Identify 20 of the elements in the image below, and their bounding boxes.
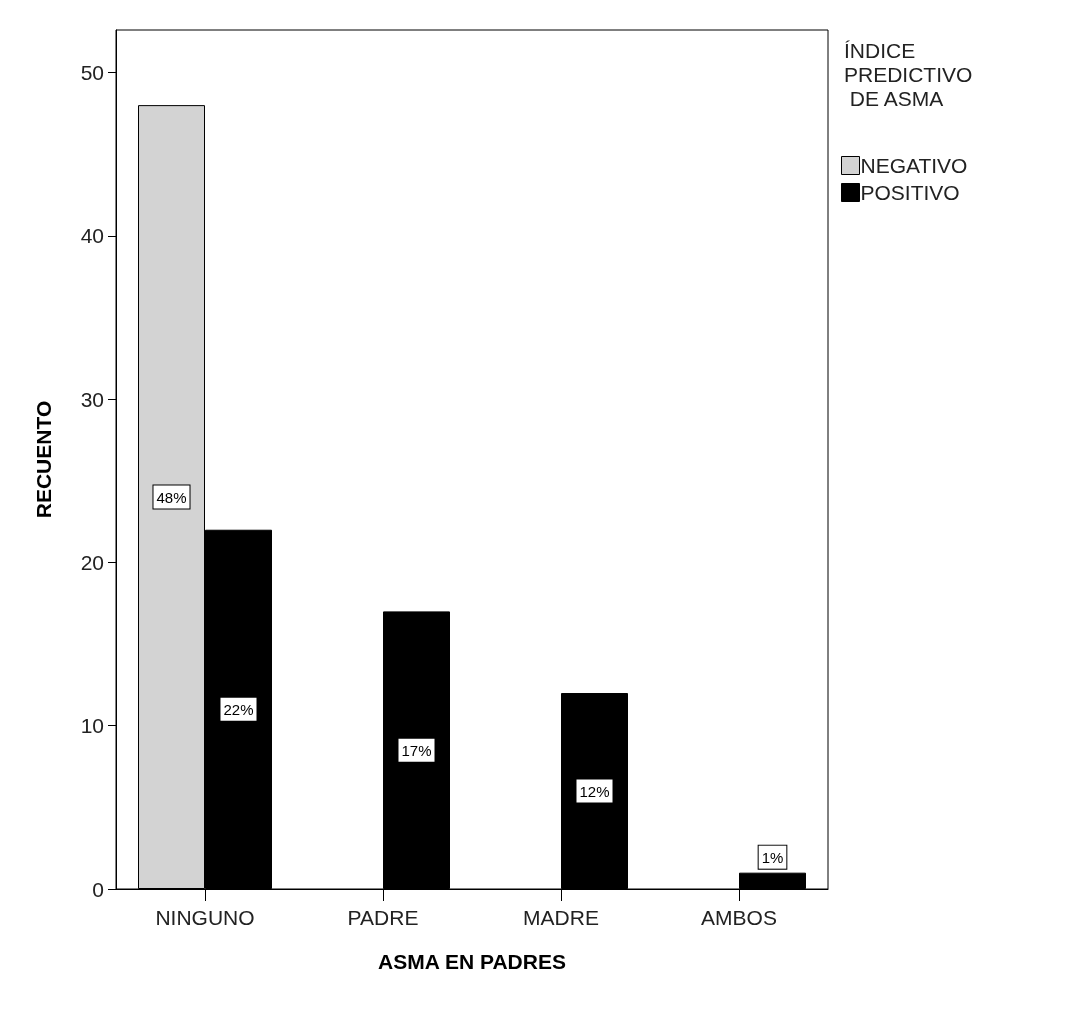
x-tick-label: MADRE — [523, 906, 599, 929]
y-axis-title: RECUENTO — [32, 400, 55, 519]
legend-title: ÍNDICE PREDICTIVO DE ASMA — [844, 38, 973, 110]
data-label: 12% — [579, 782, 610, 800]
x-axis-title: ASMA EN PADRES — [378, 950, 566, 973]
y-tick-label: 50 — [80, 60, 104, 84]
y-tick-label: 10 — [80, 714, 104, 738]
data-label: 17% — [401, 741, 432, 759]
x-tick-label: AMBOS — [701, 906, 777, 929]
x-tick-label: NINGUNO — [155, 906, 255, 929]
y-tick-label: 40 — [80, 224, 104, 248]
legend-label: NEGATIVO — [860, 154, 968, 177]
data-label: 22% — [223, 700, 254, 718]
data-label: 1% — [761, 848, 784, 866]
legend-label: POSITIVO — [860, 181, 960, 204]
y-tick-label: 20 — [80, 550, 104, 574]
x-tick-label: PADRE — [347, 906, 419, 929]
y-tick-label: 0 — [92, 877, 104, 901]
y-tick-label: 30 — [80, 387, 104, 411]
data-label: 48% — [156, 488, 187, 506]
